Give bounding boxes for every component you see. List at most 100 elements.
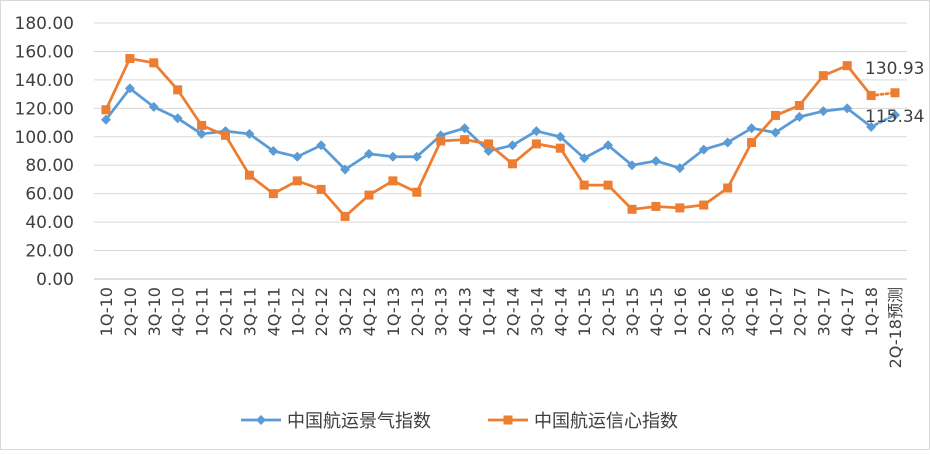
data-point — [316, 184, 326, 194]
data-point — [674, 163, 685, 174]
data-point — [173, 85, 183, 95]
x-tick-label: 1Q-18 — [862, 287, 881, 336]
data-point — [818, 71, 828, 81]
data-point — [316, 140, 327, 151]
data-point — [794, 111, 805, 122]
y-tick-label: 20.00 — [25, 242, 74, 262]
data-point — [699, 200, 709, 210]
data-point — [124, 83, 135, 94]
data-point — [460, 135, 470, 145]
data-point — [196, 128, 207, 139]
data-point — [387, 151, 398, 162]
data-point — [100, 114, 111, 125]
x-tick-label: 2Q-15 — [599, 287, 618, 336]
x-axis-ticks: 1Q-10 2Q-10 3Q-10 4Q-10 1Q-11 2Q-11 3Q-11 4Q-11… — [97, 287, 905, 368]
y-tick-label: 40.00 — [25, 213, 74, 233]
data-point — [650, 155, 661, 166]
data-point — [364, 190, 374, 200]
y-tick-label: 180.00 — [15, 14, 74, 34]
data-point — [746, 123, 757, 134]
x-tick-label: 1Q-14 — [480, 287, 499, 336]
data-point — [125, 54, 135, 64]
data-point — [579, 180, 589, 190]
data-point — [363, 148, 374, 159]
x-tick-label: 4Q-12 — [360, 287, 379, 336]
data-point — [292, 176, 302, 186]
data-point — [507, 159, 517, 169]
x-tick-label: 1Q-10 — [97, 287, 116, 336]
y-tick-label: 160.00 — [15, 42, 74, 62]
data-point — [459, 123, 470, 134]
data-point — [866, 91, 876, 101]
x-tick-label: 2Q-13 — [408, 287, 427, 336]
x-tick-label: 2Q-17 — [790, 287, 809, 336]
data-point — [483, 146, 494, 156]
x-tick-label: 1Q-11 — [193, 287, 212, 336]
data-point — [436, 136, 446, 146]
x-tick-label: 4Q-17 — [838, 287, 857, 336]
data-point — [603, 180, 613, 190]
data-point — [627, 160, 638, 171]
data-point — [101, 105, 111, 115]
data-point — [244, 128, 255, 139]
data-point — [698, 144, 709, 155]
x-tick-label: 2Q-11 — [217, 287, 236, 336]
data-point — [268, 189, 278, 199]
y-axis-ticks: 0.00 20.00 40.00 60.00 80.00 100.00 120.00 140.… — [15, 14, 74, 290]
legend-marker-1 — [256, 415, 266, 425]
x-tick-label: 4Q-10 — [169, 287, 188, 336]
data-point — [842, 103, 853, 114]
gridlines — [94, 22, 907, 280]
x-tick-label: 4Q-15 — [647, 287, 666, 336]
data-point — [340, 211, 350, 221]
y-tick-label: 60.00 — [25, 185, 74, 205]
data-point — [197, 120, 207, 130]
data-point — [221, 130, 231, 140]
data-point — [172, 113, 183, 124]
data-point — [603, 140, 614, 151]
legend: 中国航运景气指数 中国航运信心指数 — [241, 411, 678, 432]
data-point — [388, 176, 398, 186]
data-point — [890, 88, 900, 98]
y-tick-label: 80.00 — [25, 156, 74, 176]
data-point — [723, 183, 733, 193]
series-forecast-segment-1 — [869, 113, 897, 129]
y-tick-label: 140.00 — [15, 71, 74, 91]
x-tick-label: 1Q-16 — [671, 287, 690, 336]
data-point — [412, 187, 422, 197]
x-tick-label: 3Q-17 — [814, 287, 833, 336]
data-point — [770, 110, 780, 120]
x-tick-label: 4Q-14 — [551, 287, 570, 336]
data-point — [268, 146, 279, 156]
x-tick-label: 2Q-16 — [695, 287, 714, 336]
data-point — [340, 164, 351, 175]
x-tick-label: 3Q-15 — [623, 287, 642, 336]
x-tick-label: 4Q-16 — [743, 287, 762, 336]
data-point — [411, 151, 422, 162]
x-tick-label: 1Q-17 — [766, 287, 785, 336]
annotations: 130.93 115.34 — [865, 59, 924, 127]
annotation-prosperity-forecast: 115.34 — [865, 107, 924, 127]
x-tick-label: 3Q-13 — [432, 287, 451, 336]
data-point — [842, 61, 852, 71]
x-tick-label: 3Q-10 — [145, 287, 164, 336]
x-tick-label: 2Q-18预测 — [886, 287, 905, 368]
x-tick-label: 3Q-12 — [336, 287, 355, 336]
data-point — [866, 121, 877, 132]
legend-label-1: 中国航运景气指数 — [287, 411, 431, 432]
y-tick-label: 0.00 — [36, 270, 74, 290]
y-tick-label: 120.00 — [15, 99, 74, 119]
data-point — [747, 137, 757, 147]
series-line-2 — [104, 57, 873, 218]
data-point — [484, 139, 494, 149]
annotation-confidence-forecast: 130.93 — [865, 59, 924, 79]
data-point — [507, 140, 518, 151]
x-tick-label: 2Q-14 — [503, 287, 522, 336]
data-point — [722, 137, 733, 148]
data-point — [651, 201, 661, 211]
data-point — [149, 58, 159, 68]
x-tick-label: 4Q-11 — [264, 287, 283, 336]
data-point — [890, 109, 901, 120]
series-markers — [100, 54, 901, 221]
